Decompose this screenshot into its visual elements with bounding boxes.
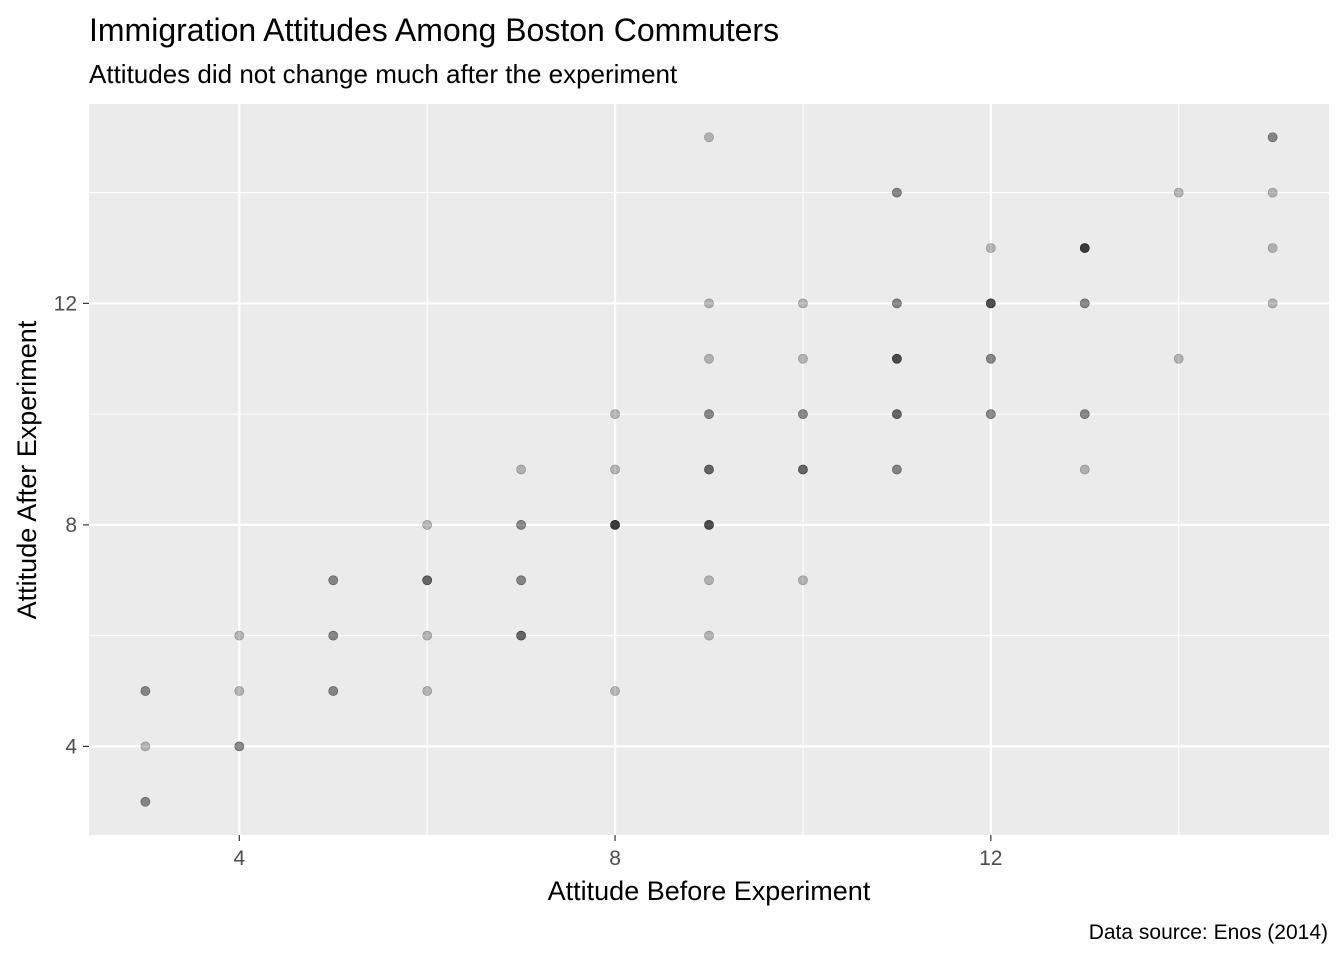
x-tick-label: 8 — [609, 847, 621, 870]
y-tick-label: 8 — [65, 514, 77, 537]
data-point — [704, 519, 714, 530]
minor-gridlines — [89, 104, 1329, 835]
y-axis: 4 8 12 — [54, 292, 89, 758]
data-point — [1267, 132, 1278, 143]
data-point — [516, 519, 527, 530]
data-point — [610, 519, 620, 530]
data-point — [610, 409, 620, 420]
data-point — [704, 464, 714, 475]
data-point — [1173, 187, 1184, 198]
data-point — [610, 464, 620, 475]
data-point — [798, 298, 808, 309]
data-point — [985, 298, 996, 309]
data-point — [1079, 464, 1090, 475]
data-point — [891, 187, 902, 198]
data-point — [985, 243, 996, 253]
data-point — [234, 630, 245, 641]
data-point — [234, 741, 245, 752]
data-point — [422, 519, 433, 530]
data-point — [610, 686, 620, 696]
data-point — [704, 132, 714, 143]
data-point — [328, 575, 339, 586]
data-point — [798, 575, 808, 586]
data-point — [704, 630, 714, 641]
data-point — [1267, 187, 1278, 198]
chart-title: Immigration Attitudes Among Boston Commu… — [89, 12, 780, 48]
data-point — [985, 353, 996, 364]
data-point — [1079, 409, 1090, 420]
data-point — [1079, 298, 1090, 309]
chart-subtitle: Attitudes did not change much after the … — [89, 59, 678, 89]
data-point — [891, 464, 902, 475]
data-point — [516, 464, 527, 475]
x-axis: 4 8 12 — [233, 835, 1002, 870]
data-point — [516, 630, 527, 641]
x-tick-label: 4 — [233, 847, 245, 870]
data-point — [891, 409, 902, 420]
data-point — [704, 298, 714, 309]
data-point — [1267, 243, 1278, 253]
data-point — [798, 353, 808, 364]
y-axis-label: Attitude After Experiment — [12, 320, 42, 620]
data-point — [891, 353, 902, 364]
y-tick-label: 4 — [65, 735, 77, 758]
data-point — [422, 686, 433, 696]
data-point — [140, 741, 151, 752]
data-point — [328, 630, 339, 641]
data-point — [891, 298, 902, 309]
data-point — [798, 409, 808, 420]
data-point — [422, 575, 433, 586]
data-point — [328, 686, 339, 696]
data-point — [704, 409, 714, 420]
data-point — [798, 464, 808, 475]
data-point — [1173, 353, 1184, 364]
data-point — [704, 575, 714, 586]
data-point — [1079, 243, 1090, 253]
data-point — [516, 575, 527, 586]
data-point — [140, 796, 151, 807]
data-point — [140, 686, 151, 696]
data-point — [422, 630, 433, 641]
data-point — [1267, 298, 1278, 309]
data-point — [234, 686, 245, 696]
data-point — [985, 409, 996, 420]
chart-caption: Data source: Enos (2014) — [1088, 921, 1328, 944]
x-tick-label: 12 — [979, 847, 1002, 870]
data-points — [140, 132, 1278, 807]
data-point — [704, 353, 714, 364]
x-axis-label: Attitude Before Experiment — [547, 876, 871, 906]
y-tick-label: 12 — [54, 292, 77, 315]
